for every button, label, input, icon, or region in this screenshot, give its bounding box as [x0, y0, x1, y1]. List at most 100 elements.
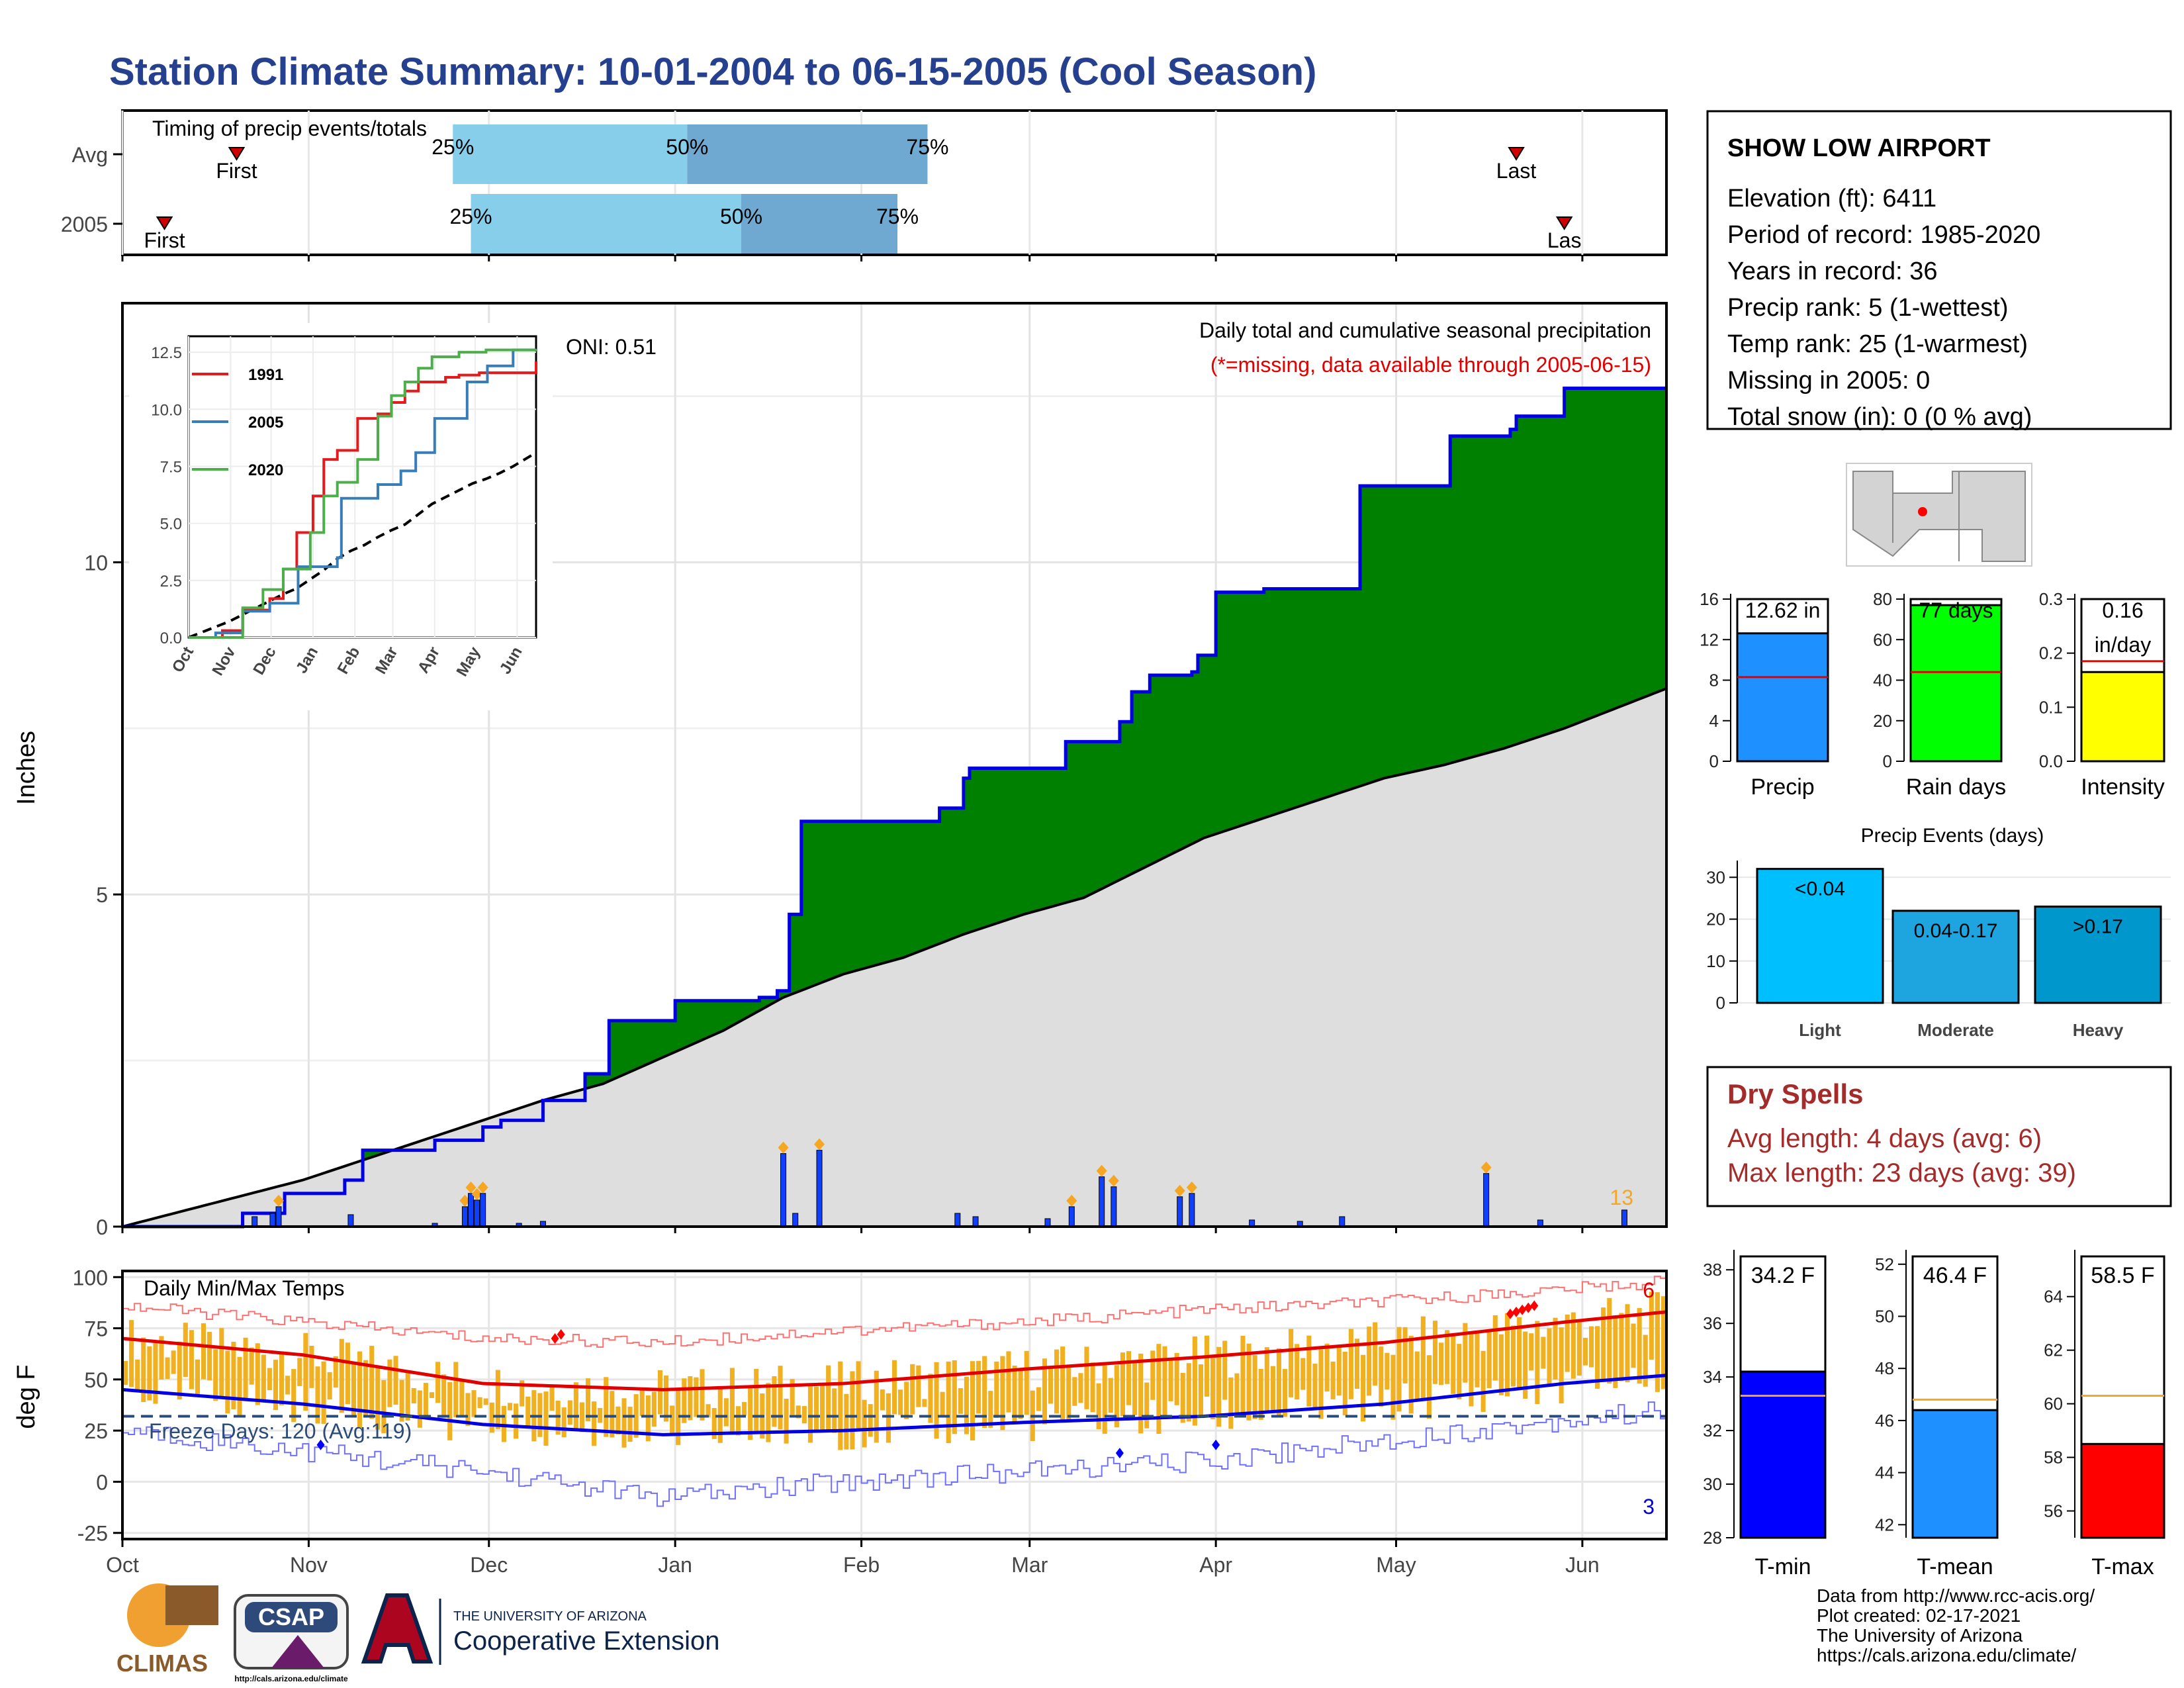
daily-temp-range-bar — [940, 1391, 945, 1415]
inset-series-1991 — [189, 361, 537, 639]
inset-legend-label: 1991 — [248, 366, 283, 384]
daily-temp-range-bar — [1420, 1316, 1426, 1399]
timing-p25: 25% — [449, 205, 492, 228]
daily-temp-range-bar — [1486, 1331, 1492, 1388]
daily-precip-bar — [1483, 1173, 1490, 1227]
month-x-label: Jun — [1565, 1553, 1600, 1577]
tbar-y-label: 38 — [1703, 1260, 1722, 1280]
daily-temp-range-bar — [970, 1361, 976, 1440]
timing-bar-q1 — [471, 194, 742, 254]
daily-temp-range-bar — [285, 1376, 291, 1395]
daily-precip-highlight — [1108, 1174, 1119, 1187]
daily-temp-range-bar — [1619, 1313, 1624, 1382]
daily-temp-range-bar — [165, 1357, 170, 1380]
daily-temp-range-bar — [387, 1359, 392, 1407]
daily-temp-range-bar — [813, 1386, 819, 1432]
daily-temp-range-bar — [471, 1390, 477, 1417]
daily-temp-range-bar — [297, 1358, 302, 1386]
timing-p50: 50% — [666, 135, 708, 159]
daily-temp-range-bar — [327, 1372, 332, 1400]
daily-temp-range-bar — [1072, 1377, 1077, 1406]
daily-precip-highlight — [814, 1138, 825, 1150]
timing-first-marker — [228, 147, 246, 161]
daily-temp-range-bar — [1510, 1325, 1516, 1387]
tbar-y-label: 34 — [1703, 1367, 1722, 1387]
event-bar-label: <0.04 — [1795, 878, 1845, 900]
daily-temp-range-bar — [1054, 1349, 1060, 1414]
daily-temp-range-bar — [567, 1400, 572, 1425]
daily-precip-bar — [1339, 1216, 1345, 1227]
daily-temp-range-bar — [279, 1352, 285, 1405]
tbar-y-label: 56 — [2044, 1501, 2063, 1521]
daily-temp-range-bar — [1595, 1326, 1600, 1389]
inset-avg-line — [188, 452, 535, 639]
daily-precip-bar — [816, 1150, 823, 1227]
daily-precip-bar — [1099, 1176, 1105, 1227]
daily-temp-range-bar — [826, 1365, 831, 1430]
daily-temp-range-bar — [465, 1393, 471, 1427]
timing-last-marker — [1508, 147, 1525, 161]
record-low-marker — [316, 1439, 325, 1450]
daily-temp-range-bar — [1367, 1327, 1372, 1396]
events-y-label: 20 — [1706, 910, 1725, 929]
tbar-y-label: 58 — [2044, 1448, 2063, 1468]
csap-logo-mountain — [271, 1635, 324, 1668]
avg-min-temp-line — [122, 1374, 1667, 1436]
daily-temp-range-bar — [688, 1376, 693, 1421]
daily-temp-range-bar — [1432, 1321, 1438, 1384]
daily-temp-range-bar — [201, 1323, 206, 1380]
daily-temp-range-bar — [610, 1391, 615, 1438]
minibar-category-label: Rain days — [1906, 774, 2006, 800]
daily-temp-range-bar — [147, 1346, 152, 1401]
daily-temp-range-bar — [435, 1362, 441, 1403]
daily-temp-range-bar — [267, 1368, 272, 1391]
event-category-label: Moderate — [1917, 1020, 1994, 1040]
tbar-value-bar — [1739, 1370, 1827, 1539]
timing-bar-q2 — [687, 124, 928, 184]
daily-temp-range-bar — [754, 1368, 759, 1434]
month-x-label: Jan — [658, 1553, 692, 1577]
tbar-y-label: 60 — [2044, 1394, 2063, 1414]
minibar-value-label: 77 days — [1919, 598, 1993, 622]
daily-temp-range-bar — [1012, 1365, 1017, 1423]
daily-temp-range-bar — [657, 1370, 663, 1415]
daily-temp-range-bar — [339, 1338, 344, 1413]
daily-temp-range-bar — [375, 1368, 381, 1430]
station-info-line: Total snow (in): 0 (0 % avg) — [1727, 403, 2032, 431]
daily-precip-highlight — [459, 1194, 471, 1207]
page-title: Station Climate Summary: 10-01-2004 to 0… — [109, 50, 1316, 93]
daily-temp-range-bar — [1234, 1373, 1240, 1413]
inset-y-label: 10.0 — [151, 401, 182, 419]
minibar-y-label: 0 — [1883, 751, 1892, 771]
station-info-line: Period of record: 1985-2020 — [1727, 221, 2040, 249]
climas-logo-mountain — [165, 1585, 218, 1625]
tbar-y-label: 48 — [1875, 1358, 1894, 1378]
daily-temp-range-bar — [664, 1375, 669, 1422]
daily-temp-range-bar — [952, 1360, 957, 1434]
daily-temp-range-bar — [994, 1361, 999, 1418]
daily-precip-bar — [468, 1193, 475, 1227]
daily-temp-range-bar — [1060, 1346, 1066, 1423]
tbar-y-label: 42 — [1875, 1515, 1894, 1534]
minibar-y-label: 0.3 — [2039, 589, 2063, 609]
daily-precip-highlight — [1066, 1194, 1077, 1207]
daily-temp-range-bar — [129, 1320, 134, 1387]
daily-temp-range-bar — [1210, 1358, 1216, 1420]
daily-temp-range-bar — [1373, 1322, 1378, 1386]
daily-temp-range-bar — [615, 1406, 621, 1434]
daily-temp-range-bar — [453, 1362, 459, 1417]
inset-series-2005 — [189, 348, 537, 639]
temp-y-label: 25 — [84, 1419, 108, 1443]
daily-temp-range-bar — [237, 1356, 242, 1416]
daily-temp-range-bar — [832, 1388, 837, 1433]
daily-temp-range-bar — [705, 1404, 711, 1418]
station-name: SHOW LOW AIRPORT — [1727, 134, 1991, 162]
daily-precip-bar — [275, 1206, 282, 1227]
events-y-label: 10 — [1706, 951, 1725, 971]
temp-panel-title: Daily Min/Max Temps — [144, 1276, 344, 1300]
minibar-y-label: 20 — [1873, 711, 1892, 731]
timing-first-label: First — [144, 228, 185, 252]
temp-y-label: -25 — [77, 1522, 108, 1546]
daily-temp-range-bar — [141, 1337, 146, 1403]
daily-temp-range-bar — [459, 1380, 465, 1417]
